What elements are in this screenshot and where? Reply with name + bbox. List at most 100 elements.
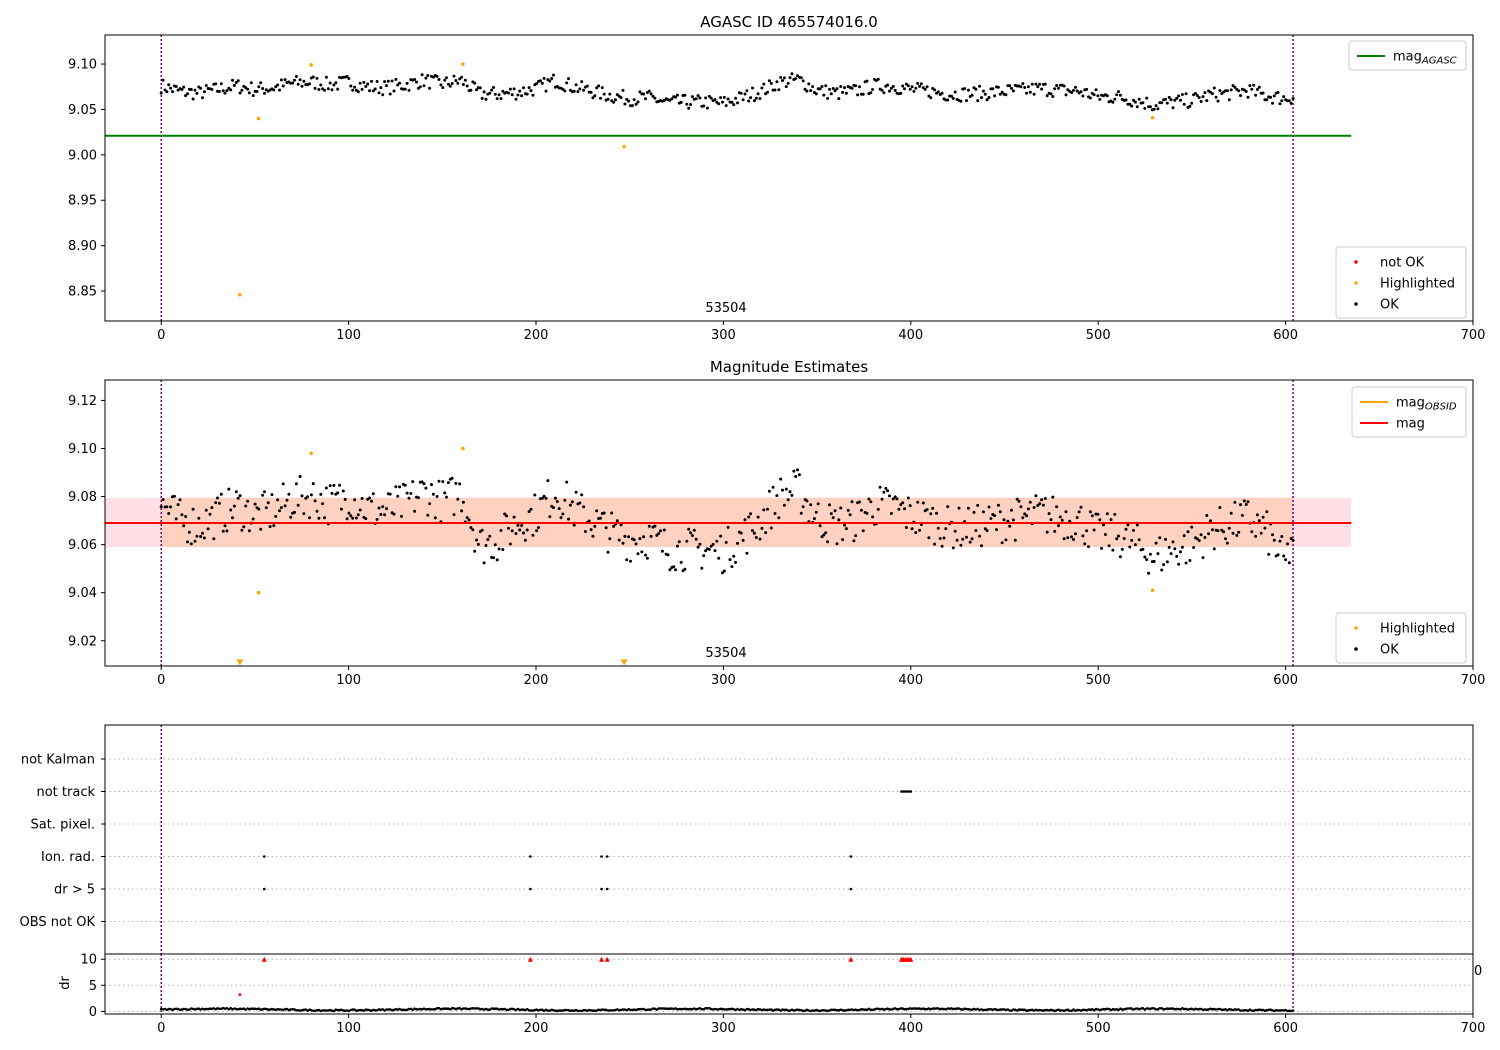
dr-point: [364, 1008, 368, 1011]
ok-point: [1008, 84, 1012, 88]
ok-point: [662, 528, 666, 532]
ok-point: [1272, 538, 1276, 542]
dr-point: [640, 1007, 644, 1011]
ok-point: [1111, 100, 1115, 104]
ok-point: [492, 556, 495, 560]
ok-point: [766, 90, 769, 94]
legend-marker-swatch: [1354, 647, 1358, 651]
ok-point: [799, 511, 803, 515]
x-tick-label: 400: [898, 673, 923, 688]
flag-category-label: not track: [36, 785, 95, 800]
ok-point: [722, 95, 726, 99]
dr-point: [666, 1007, 670, 1010]
ok-point: [736, 541, 739, 545]
ok-point: [407, 88, 411, 92]
dr-point: [914, 1007, 918, 1010]
ok-point: [311, 75, 315, 79]
ok-point: [385, 84, 388, 88]
ok-point: [251, 517, 255, 521]
ok-point: [497, 93, 501, 97]
dr-point: [651, 1007, 655, 1010]
ok-point: [191, 507, 195, 511]
dr-point: [657, 1007, 660, 1010]
ok-point: [261, 87, 265, 90]
dr-point: [1288, 1009, 1291, 1013]
ok-point: [531, 93, 535, 97]
ok-point: [1088, 96, 1092, 100]
dr-point: [1239, 1009, 1242, 1012]
flag-point: [907, 790, 911, 793]
not-ok-point: [238, 993, 242, 997]
ok-point: [1201, 95, 1205, 99]
ok-point: [1286, 542, 1289, 546]
ok-point: [201, 96, 204, 100]
ok-point: [1225, 541, 1229, 545]
y-tick-label: 9.04: [68, 586, 97, 601]
dr-point: [987, 1008, 991, 1011]
ok-point: [405, 491, 409, 495]
ok-point: [1255, 513, 1259, 517]
ok-point: [711, 542, 715, 546]
ok-point: [418, 85, 422, 89]
ok-point: [655, 533, 659, 537]
ok-point: [484, 97, 488, 101]
ok-point: [1064, 510, 1068, 514]
dr-point: [486, 1008, 490, 1011]
ok-point: [326, 87, 330, 91]
dr-point: [488, 1008, 492, 1011]
ok-point: [1070, 91, 1074, 95]
legend-label: Highlighted: [1380, 277, 1455, 292]
ok-point: [336, 491, 340, 495]
ok-point: [983, 92, 987, 96]
ok-point: [542, 494, 546, 498]
ok-point: [508, 542, 512, 546]
flag-point: [902, 790, 905, 793]
ok-point: [189, 542, 193, 546]
dr-point: [559, 1009, 563, 1012]
ok-point: [221, 89, 225, 93]
ok-point: [279, 78, 283, 82]
ok-point: [786, 81, 790, 85]
ok-point: [259, 527, 263, 531]
ok-point: [1124, 98, 1128, 102]
ok-point: [542, 76, 546, 80]
ok-point: [518, 528, 522, 532]
ok-point: [1034, 82, 1038, 86]
ok-point: [614, 98, 617, 102]
dr-point: [557, 1009, 561, 1012]
ok-point: [311, 482, 315, 486]
ok-point: [1004, 93, 1008, 97]
ok-point: [878, 485, 882, 489]
ok-point: [473, 549, 477, 553]
ok-point: [869, 91, 873, 95]
dr-point: [659, 1007, 662, 1010]
ok-point: [1062, 84, 1066, 88]
ok-point: [1025, 514, 1029, 518]
ok-point: [302, 512, 306, 516]
ok-point: [931, 506, 935, 510]
x-tick-label: 500: [1086, 1021, 1111, 1036]
ok-point: [876, 77, 880, 81]
ok-point: [510, 93, 514, 97]
ok-point: [1233, 85, 1237, 89]
dr-point: [167, 1007, 170, 1011]
dr-point: [469, 1007, 473, 1010]
ok-point: [217, 90, 221, 93]
ok-point: [1141, 547, 1145, 551]
ok-point: [762, 82, 766, 86]
dr-axes-frame: [104, 953, 1474, 1015]
ok-point: [324, 486, 328, 490]
ok-point: [1051, 95, 1055, 98]
dr-point: [629, 1008, 632, 1012]
ok-point: [283, 78, 287, 82]
y-tick-label: 9.10: [68, 442, 97, 457]
ok-point: [383, 80, 387, 84]
x-tick-label: 100: [336, 1021, 361, 1036]
dr-point: [432, 1008, 435, 1011]
ok-point: [445, 76, 448, 80]
ok-point: [565, 480, 569, 484]
dr-point: [923, 1007, 927, 1011]
ok-point: [1006, 519, 1010, 523]
ok-point: [1175, 96, 1179, 100]
ok-point: [959, 99, 963, 103]
